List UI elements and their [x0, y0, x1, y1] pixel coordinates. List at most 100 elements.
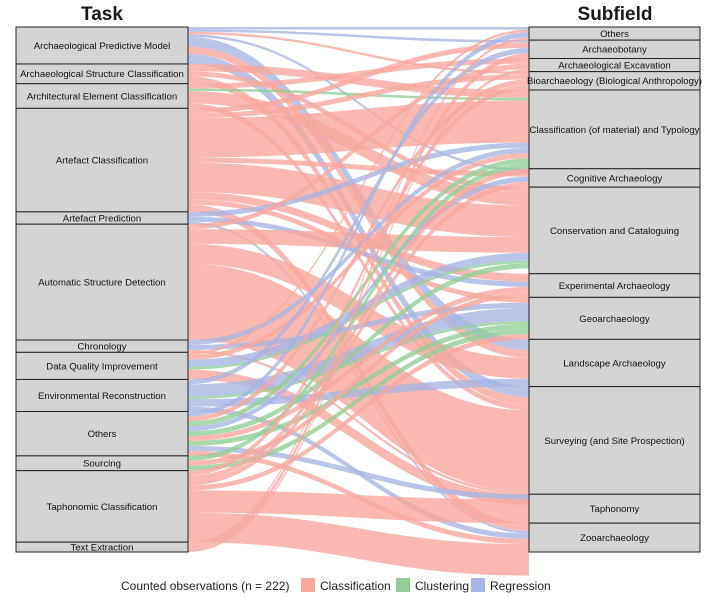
- flow-classification: [188, 74, 529, 119]
- subfield-node-label: Archaeobotany: [582, 45, 647, 56]
- legend-swatch-regression: [471, 578, 485, 592]
- subfield-node-box: [528, 522, 701, 553]
- subfield-node-geoarchaeology: Geoarchaeology: [528, 296, 701, 340]
- task-node-architectural-element-classification: Architectural Element Classification: [15, 83, 189, 109]
- flow-clustering: [188, 263, 529, 437]
- task-node-automatic-structure-detection: Automatic Structure Detection: [15, 223, 189, 341]
- flow-regression: [188, 446, 529, 500]
- task-node-label: Archaeological Structure Classification: [20, 69, 184, 80]
- task-node-taphonomic-classification: Taphonomic Classification: [15, 470, 189, 543]
- task-node-box: [15, 541, 189, 553]
- task-node-artefact-prediction: Artefact Prediction: [15, 211, 189, 225]
- flow-classification: [188, 349, 529, 495]
- task-node-label: Others: [88, 429, 117, 440]
- subfield-node-cognitive-archaeology: Cognitive Archaeology: [528, 168, 701, 188]
- flow-clustering: [188, 321, 529, 400]
- task-node-chronology: Chronology: [15, 339, 189, 353]
- flow-classification: [188, 79, 529, 422]
- left-axis-title: Task: [81, 4, 123, 25]
- flow-regression: [188, 27, 529, 30]
- flow-clustering: [188, 260, 529, 370]
- task-node-text-extraction: Text Extraction: [15, 541, 189, 553]
- flow-classification: [188, 84, 529, 476]
- subfield-node-label: Landscape Archaeology: [563, 358, 666, 369]
- legend-title: Counted observations (n = 222): [121, 579, 289, 593]
- legend-label-clustering: Clustering: [415, 579, 469, 593]
- task-node-data-quality-improvement: Data Quality Improvement: [15, 351, 189, 380]
- task-node-label: Artefact Classification: [56, 155, 148, 166]
- subfield-node-box: [528, 493, 701, 524]
- subfield-node-label: Zooarchaeology: [580, 533, 649, 544]
- task-node-label: Data Quality Improvement: [46, 361, 158, 372]
- subfield-node-box: [528, 89, 701, 170]
- flow-classification: [188, 369, 529, 505]
- task-axis: Archaeological Predictive Model Archaeolo…: [15, 26, 189, 553]
- task-node-label: Artefact Prediction: [63, 213, 141, 224]
- subfield-node-box: [528, 338, 701, 388]
- subfield-node-box: [528, 186, 701, 275]
- flow-classification: [188, 512, 529, 576]
- flow-regression: [188, 48, 529, 385]
- subfield-axis: Others Archaeobotany Archaeological Excava…: [527, 26, 702, 553]
- legend: Counted observations (n = 222) Classific…: [121, 578, 551, 593]
- task-node-box: [15, 351, 189, 380]
- subfield-node-label: Others: [600, 29, 629, 40]
- subfield-node-taphonomy: Taphonomy: [528, 493, 701, 524]
- task-node-label: Automatic Structure Detection: [38, 278, 165, 289]
- subfield-node-label: Taphonomy: [590, 504, 640, 515]
- subfield-node-label: Geoarchaeology: [579, 314, 650, 325]
- flow-classification: [188, 153, 529, 360]
- subfield-node-bioarchaeology-biological-anthropology: Bioarchaeology (Biological Anthropology): [527, 71, 702, 91]
- task-node-label: Text Extraction: [71, 542, 134, 553]
- subfield-node-label: Surveying (and Site Prospection): [544, 436, 684, 447]
- subfield-node-label: Bioarchaeology (Biological Anthropology): [527, 76, 702, 87]
- flow-classification: [188, 181, 529, 486]
- task-node-label: Environmental Reconstruction: [38, 391, 166, 402]
- flow-classification: [188, 31, 529, 75]
- subfield-node-landscape-archaeology: Landscape Archaeology: [528, 338, 701, 388]
- task-node-box: [15, 223, 189, 341]
- flow-classification: [188, 29, 529, 355]
- legend-swatch-clustering: [396, 578, 410, 592]
- subfield-node-archaeological-excavation: Archaeological Excavation: [528, 58, 701, 73]
- subfield-node-archaeobotany: Archaeobotany: [528, 39, 701, 59]
- task-node-box: [15, 83, 189, 109]
- flow-classification: [188, 69, 529, 552]
- flow-clustering: [188, 328, 529, 471]
- flows-layer: [188, 27, 529, 576]
- subfield-node-label: Archaeological Excavation: [558, 60, 671, 71]
- task-node-artefact-classification: Artefact Classification: [15, 107, 189, 213]
- flow-classification: [188, 42, 529, 114]
- flow-regression: [188, 142, 529, 217]
- flow-clustering: [188, 323, 529, 447]
- flow-regression: [188, 34, 529, 172]
- flow-classification: [188, 334, 529, 491]
- task-node-label: Sourcing: [83, 459, 121, 470]
- subfield-node-label: Conservation and Cataloguing: [550, 226, 679, 237]
- task-node-label: Archaeological Predictive Model: [34, 41, 171, 52]
- task-node-box: [15, 411, 189, 457]
- subfield-node-label: Classification (of material) and Typolog…: [530, 125, 700, 136]
- subfield-node-label: Cognitive Archaeology: [567, 173, 663, 184]
- flow-classification: [188, 229, 529, 253]
- flow-regression: [188, 29, 529, 43]
- task-node-box: [15, 107, 189, 213]
- subfield-node-box: [528, 296, 701, 340]
- subfield-node-classification-of-material-and-typology: Classification (of material) and Typolog…: [528, 89, 701, 170]
- legend-swatch-classification: [301, 578, 315, 592]
- task-node-label: Taphonomic Classification: [47, 502, 158, 513]
- task-node-label: Chronology: [77, 342, 126, 353]
- subfield-node-conservation-and-cataloguing: Conservation and Cataloguing: [528, 186, 701, 275]
- subfield-node-box: [528, 386, 701, 495]
- task-node-label: Architectural Element Classification: [27, 91, 177, 102]
- legend-label-classification: Classification: [320, 579, 391, 593]
- subfield-node-experimental-archaeology: Experimental Archaeology: [528, 273, 701, 298]
- flow-classification: [188, 63, 529, 230]
- subfield-node-others: Others: [528, 26, 701, 41]
- flow-clustering: [188, 163, 529, 461]
- task-node-archaeological-structure-classification: Archaeological Structure Classification: [15, 63, 189, 85]
- flow-classification: [188, 53, 529, 550]
- flow-classification: [188, 286, 529, 442]
